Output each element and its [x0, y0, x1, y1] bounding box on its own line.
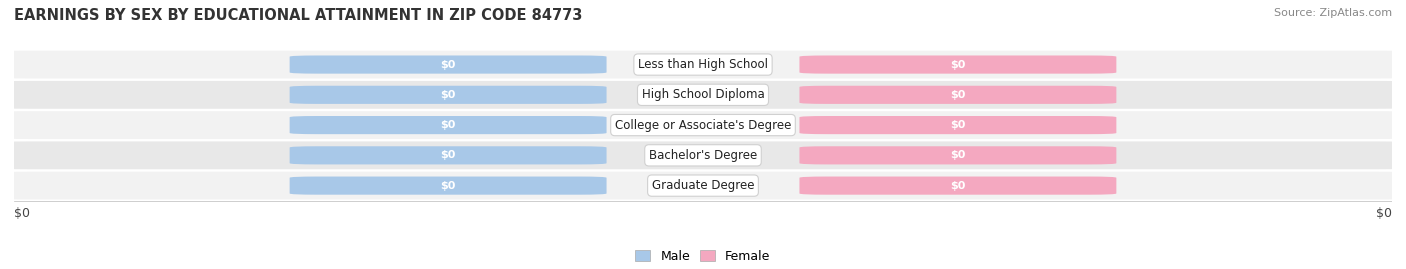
- FancyBboxPatch shape: [800, 116, 1116, 134]
- Text: $0: $0: [440, 90, 456, 100]
- Text: $0: $0: [950, 180, 966, 191]
- FancyBboxPatch shape: [0, 141, 1406, 169]
- FancyBboxPatch shape: [0, 172, 1406, 200]
- Text: EARNINGS BY SEX BY EDUCATIONAL ATTAINMENT IN ZIP CODE 84773: EARNINGS BY SEX BY EDUCATIONAL ATTAINMEN…: [14, 8, 582, 23]
- FancyBboxPatch shape: [0, 81, 1406, 109]
- Text: $0: $0: [440, 150, 456, 160]
- Legend: Male, Female: Male, Female: [630, 245, 776, 268]
- FancyBboxPatch shape: [290, 116, 606, 134]
- FancyBboxPatch shape: [800, 55, 1116, 74]
- Text: $0: $0: [440, 120, 456, 130]
- Text: $0: $0: [950, 90, 966, 100]
- Text: High School Diploma: High School Diploma: [641, 88, 765, 101]
- Text: $0: $0: [440, 59, 456, 70]
- Text: $0: $0: [950, 150, 966, 160]
- Text: Less than High School: Less than High School: [638, 58, 768, 71]
- FancyBboxPatch shape: [290, 55, 606, 74]
- FancyBboxPatch shape: [800, 86, 1116, 104]
- FancyBboxPatch shape: [290, 86, 606, 104]
- Text: Graduate Degree: Graduate Degree: [652, 179, 754, 192]
- FancyBboxPatch shape: [0, 111, 1406, 139]
- Text: Source: ZipAtlas.com: Source: ZipAtlas.com: [1274, 8, 1392, 18]
- Text: $0: $0: [14, 207, 30, 220]
- FancyBboxPatch shape: [800, 146, 1116, 164]
- FancyBboxPatch shape: [290, 176, 606, 195]
- Text: $0: $0: [950, 120, 966, 130]
- Text: $0: $0: [440, 180, 456, 191]
- Text: College or Associate's Degree: College or Associate's Degree: [614, 119, 792, 132]
- Text: $0: $0: [950, 59, 966, 70]
- Text: $0: $0: [1376, 207, 1392, 220]
- FancyBboxPatch shape: [290, 146, 606, 164]
- FancyBboxPatch shape: [0, 51, 1406, 79]
- Text: Bachelor's Degree: Bachelor's Degree: [650, 149, 756, 162]
- FancyBboxPatch shape: [800, 176, 1116, 195]
